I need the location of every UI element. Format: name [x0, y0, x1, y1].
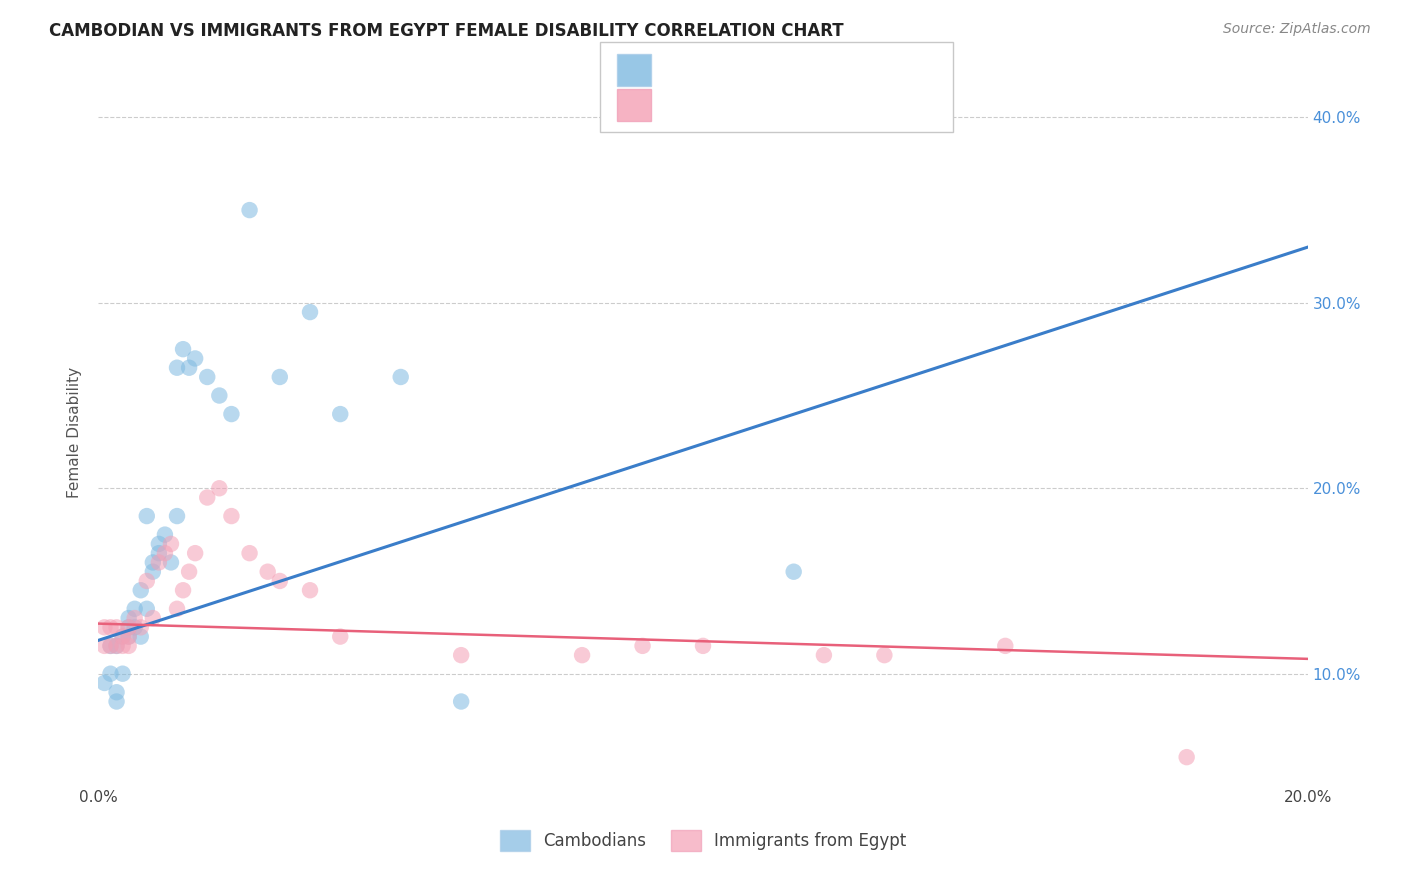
Point	[195, 491, 218, 505]
Point	[111, 630, 134, 644]
Text: Source: ZipAtlas.com: Source: ZipAtlas.com	[1223, 22, 1371, 37]
Point	[129, 620, 152, 634]
Point	[813, 648, 835, 662]
Point	[124, 601, 146, 615]
Point	[256, 565, 278, 579]
Point	[329, 630, 352, 644]
Text: R = -0.092   N = 38: R = -0.092 N = 38	[661, 96, 824, 114]
Point	[105, 639, 128, 653]
Point	[239, 546, 262, 560]
Point	[111, 639, 134, 653]
Point	[166, 509, 188, 524]
Text: R =  0.436   N = 38: R = 0.436 N = 38	[661, 61, 823, 78]
Point	[100, 620, 122, 634]
Point	[166, 601, 188, 615]
Point	[93, 620, 115, 634]
Point	[93, 676, 115, 690]
Point	[692, 639, 714, 653]
Point	[184, 351, 207, 366]
Point	[153, 546, 176, 560]
Point	[142, 611, 165, 625]
Point	[269, 370, 291, 384]
Point	[208, 388, 231, 402]
Point	[105, 685, 128, 699]
Point	[124, 611, 146, 625]
Point	[179, 360, 201, 375]
Point	[129, 583, 152, 598]
Point	[124, 620, 146, 634]
Text: CAMBODIAN VS IMMIGRANTS FROM EGYPT FEMALE DISABILITY CORRELATION CHART: CAMBODIAN VS IMMIGRANTS FROM EGYPT FEMAL…	[49, 22, 844, 40]
Point	[105, 694, 128, 708]
Point	[184, 546, 207, 560]
Point	[118, 630, 141, 644]
Point	[100, 639, 122, 653]
Point	[179, 565, 201, 579]
Point	[160, 556, 183, 570]
Point	[129, 630, 152, 644]
Point	[299, 305, 322, 319]
Point	[160, 537, 183, 551]
Point	[118, 620, 141, 634]
Point	[93, 639, 115, 653]
Point	[118, 611, 141, 625]
Point	[571, 648, 593, 662]
Point	[111, 630, 134, 644]
Point	[172, 583, 194, 598]
Point	[142, 556, 165, 570]
Point	[239, 203, 262, 218]
Point	[118, 620, 141, 634]
Point	[153, 527, 176, 541]
Point	[389, 370, 412, 384]
Point	[135, 574, 157, 588]
Point	[148, 537, 170, 551]
Point	[166, 360, 188, 375]
Point	[105, 620, 128, 634]
Point	[195, 370, 218, 384]
Point	[994, 639, 1017, 653]
Point	[631, 639, 654, 653]
Point	[118, 630, 141, 644]
Y-axis label: Female Disability: Female Disability	[67, 367, 83, 499]
Point	[208, 481, 231, 495]
Point	[100, 639, 122, 653]
Point	[148, 546, 170, 560]
Point	[221, 407, 243, 421]
Point	[118, 639, 141, 653]
Point	[269, 574, 291, 588]
Point	[299, 583, 322, 598]
Point	[329, 407, 352, 421]
Point	[105, 639, 128, 653]
Point	[221, 509, 243, 524]
Point	[450, 648, 472, 662]
Point	[148, 556, 170, 570]
Legend: Cambodians, Immigrants from Egypt: Cambodians, Immigrants from Egypt	[494, 823, 912, 858]
Point	[1175, 750, 1198, 764]
Point	[142, 565, 165, 579]
Point	[100, 666, 122, 681]
Point	[783, 565, 806, 579]
Point	[172, 342, 194, 356]
Point	[111, 666, 134, 681]
Point	[873, 648, 896, 662]
Point	[135, 509, 157, 524]
Point	[135, 601, 157, 615]
Point	[450, 694, 472, 708]
